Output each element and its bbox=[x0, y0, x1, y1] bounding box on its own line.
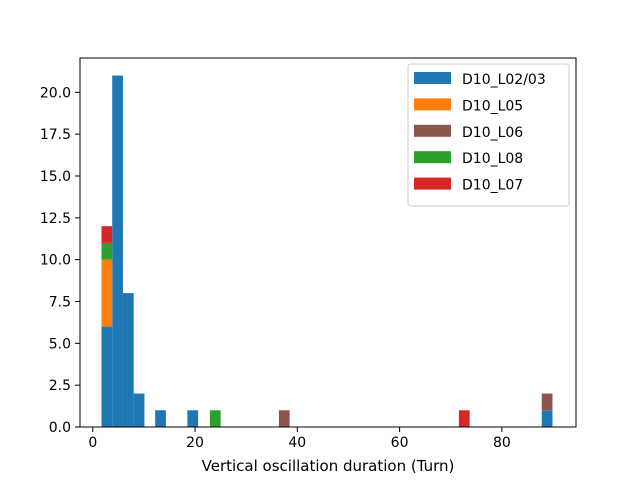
bar-series-3-bin-1 bbox=[209, 410, 221, 427]
y-tick-label-2: 5.0 bbox=[49, 336, 71, 352]
x-tick-label-4: 80 bbox=[493, 435, 511, 451]
y-tick-label-8: 20.0 bbox=[40, 85, 71, 101]
legend-swatch-1 bbox=[414, 98, 451, 111]
legend-label-0: D10_L02/03 bbox=[462, 72, 546, 88]
y-tick-label-3: 7.5 bbox=[49, 294, 71, 310]
bar-series-0-bin-2 bbox=[122, 293, 134, 427]
x-tick-label-3: 60 bbox=[391, 435, 409, 451]
bar-series-0-bin-5 bbox=[187, 410, 199, 427]
legend-swatch-4 bbox=[414, 177, 451, 190]
legend-label-4: D10_L07 bbox=[462, 178, 523, 194]
bar-series-0-bin-6 bbox=[541, 410, 553, 427]
y-tick-label-0: 0.0 bbox=[49, 420, 71, 436]
bars-layer bbox=[101, 75, 553, 427]
bar-series-0-bin-4 bbox=[155, 410, 166, 427]
legend-swatch-2 bbox=[414, 124, 451, 137]
x-tick-label-0: 0 bbox=[88, 435, 97, 451]
y-tick-label-6: 15.0 bbox=[40, 169, 71, 185]
y-tick-label-7: 17.5 bbox=[40, 127, 71, 143]
x-axis-label: Vertical oscillation duration (Turn) bbox=[202, 457, 455, 475]
legend: D10_L02/03 D10_L05 D10_L06 D10_L08 D10_L07 bbox=[407, 63, 570, 207]
bar-series-0-bin-0 bbox=[101, 326, 113, 427]
bar-series-0-bin-3 bbox=[133, 393, 145, 427]
legend-label-1: D10_L05 bbox=[462, 98, 523, 114]
bar-series-4-bin-0 bbox=[101, 226, 113, 243]
bar-series-1-bin-0 bbox=[101, 259, 113, 327]
x-tick-label-2: 40 bbox=[288, 435, 306, 451]
y-tick-label-4: 10.0 bbox=[40, 253, 71, 269]
y-tick-label-1: 2.5 bbox=[49, 378, 71, 394]
legend-label-2: D10_L06 bbox=[462, 125, 523, 141]
x-axis-ticks: 0 20 40 60 80 bbox=[88, 427, 511, 451]
y-tick-label-5: 12.5 bbox=[40, 211, 71, 227]
bar-series-2-bin-1 bbox=[541, 393, 553, 411]
legend-label-3: D10_L08 bbox=[462, 151, 523, 167]
bar-series-0-bin-1 bbox=[112, 75, 123, 427]
bar-series-2-bin-0 bbox=[278, 410, 290, 427]
x-tick-label-1: 20 bbox=[186, 435, 204, 451]
bar-series-3-bin-0 bbox=[101, 242, 113, 260]
plot-area-frame bbox=[79, 57, 577, 428]
y-axis-ticks: 0.0 2.5 5.0 7.5 10.0 12.5 15.0 17.5 20.0 bbox=[40, 85, 80, 436]
bar-series-4-bin-1 bbox=[458, 410, 470, 427]
legend-swatch-0 bbox=[414, 72, 451, 84]
legend-swatch-3 bbox=[414, 151, 451, 164]
